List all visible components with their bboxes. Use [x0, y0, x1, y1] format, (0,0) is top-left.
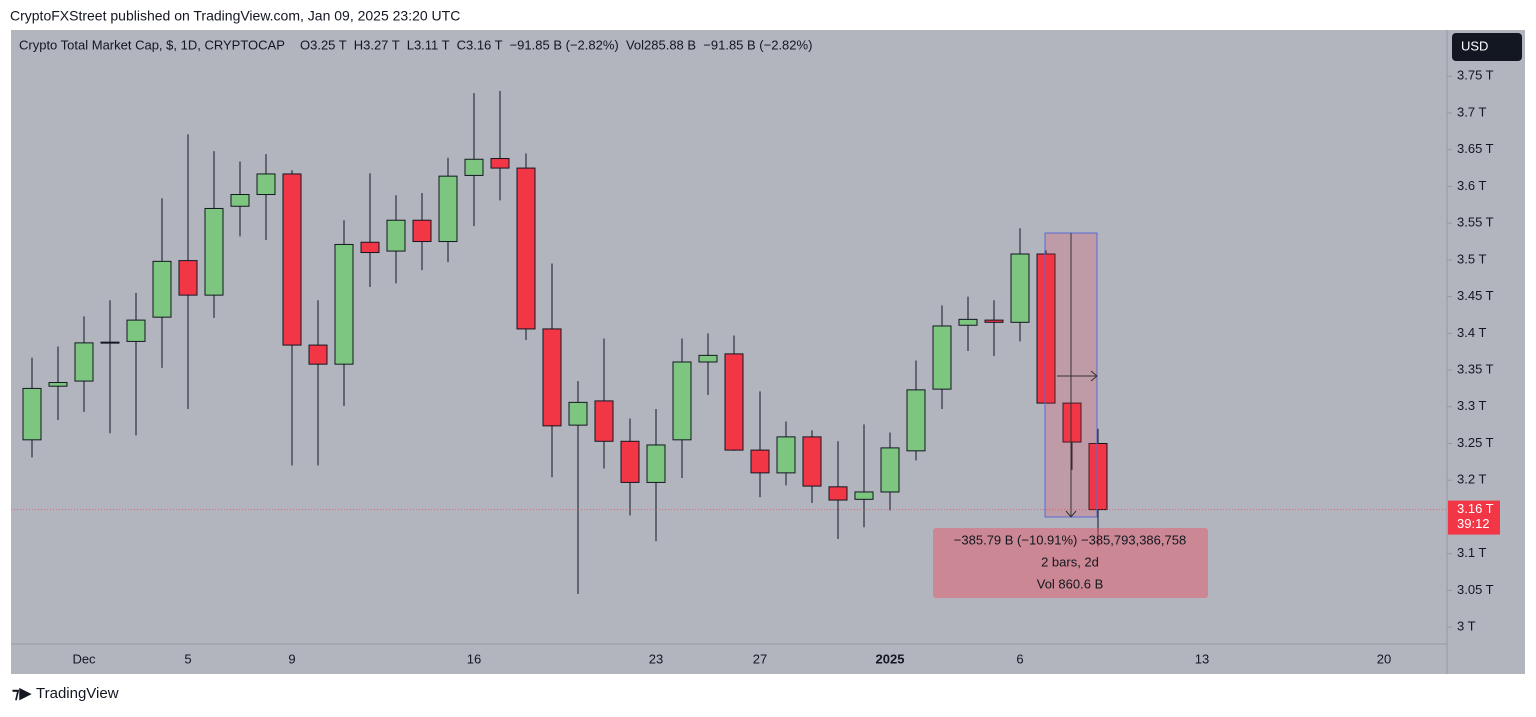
- y-tick-label: 3.1 T: [1457, 545, 1486, 560]
- candle-body: [750, 449, 770, 474]
- brand: TradingView: [36, 685, 119, 702]
- candle-body: [282, 173, 302, 346]
- last-price-label: 3.16 T: [1457, 501, 1494, 516]
- y-tick-label: 3.3 T: [1457, 398, 1486, 413]
- chart-background: [11, 30, 1525, 674]
- candle-body: [1036, 253, 1056, 404]
- x-tick-label: 27: [753, 651, 767, 666]
- y-tick-label: 3.25 T: [1457, 435, 1494, 450]
- currency-button[interactable]: [1452, 33, 1522, 61]
- y-tick-label: 3.5 T: [1457, 251, 1486, 266]
- logo-mark: ⁊▶: [12, 685, 32, 702]
- candle-body: [880, 447, 900, 493]
- measure-label-box: [933, 528, 1208, 598]
- candle-body: [178, 260, 198, 296]
- candle-body: [854, 491, 874, 500]
- measure-arrow-head: [1090, 370, 1098, 382]
- x-tick-label: Dec: [72, 651, 96, 666]
- measure-label: 2 bars, 2d: [1041, 554, 1099, 569]
- x-tick-label: 16: [467, 651, 481, 666]
- x-tick-label: 13: [1195, 651, 1209, 666]
- countdown-label: 39:12: [1457, 516, 1490, 531]
- candle-body: [100, 341, 120, 344]
- candle-body: [776, 436, 796, 474]
- currency-label[interactable]: USD: [1461, 38, 1488, 53]
- candle-body: [1062, 402, 1082, 443]
- candle-body: [204, 207, 224, 296]
- candle-body: [828, 486, 848, 501]
- last-price-tag: [1448, 500, 1500, 535]
- publisher: CryptoFXStreet published on TradingView.…: [10, 8, 460, 24]
- candle-body: [672, 361, 692, 441]
- y-tick-label: 3.65 T: [1457, 141, 1494, 156]
- candle-body: [932, 325, 952, 390]
- candle-body: [22, 387, 42, 441]
- candle-body: [334, 243, 354, 365]
- candle-body: [126, 319, 146, 342]
- candle-body: [958, 318, 978, 326]
- measure-arrow-head: [1065, 510, 1077, 518]
- x-tick-label: 2025: [876, 651, 905, 666]
- measure-tool: [1044, 232, 1098, 518]
- candle-body: [360, 241, 380, 254]
- candle-body: [802, 436, 822, 487]
- candle-body: [438, 175, 458, 243]
- candle-body: [646, 444, 666, 483]
- x-tick-label: 9: [288, 651, 295, 666]
- y-tick-label: 3.45 T: [1457, 288, 1494, 303]
- candle-body: [698, 354, 718, 363]
- candle-body: [594, 400, 614, 442]
- y-tick-label: 3.75 T: [1457, 68, 1494, 83]
- candle-body: [620, 440, 640, 483]
- y-tick-label: 3.35 T: [1457, 361, 1494, 376]
- y-tick-label: 3.4 T: [1457, 325, 1486, 340]
- x-tick-label: 20: [1377, 651, 1391, 666]
- candle-body: [230, 194, 250, 207]
- candle-body: [568, 401, 588, 426]
- candle-body: [984, 319, 1004, 323]
- y-tick-label: 3.2 T: [1457, 472, 1486, 487]
- measure-label: Vol 860.6 B: [1037, 576, 1104, 591]
- y-tick-label: 3.7 T: [1457, 104, 1486, 119]
- candle-body: [1010, 253, 1030, 323]
- chart-title: Crypto Total Market Cap, $, 1D, CRYPTOCA…: [19, 37, 285, 52]
- candle-body: [152, 260, 172, 318]
- candle-body: [464, 158, 484, 176]
- candle-body: [516, 167, 536, 330]
- legend-values: O3.25 T H3.27 T L3.11 T C3.16 T −91.85 B…: [300, 37, 812, 52]
- candle-body: [74, 342, 94, 382]
- x-tick-label: 6: [1016, 651, 1023, 666]
- x-tick-label: 5: [184, 651, 191, 666]
- candle-body: [906, 389, 926, 452]
- candle-body: [256, 173, 276, 196]
- candle-body: [724, 353, 744, 451]
- candle-body: [412, 219, 432, 243]
- y-tick-label: 3.55 T: [1457, 215, 1494, 230]
- measure-label: −385.79 B (−10.91%) −385,793,386,758: [954, 532, 1186, 547]
- candle-body: [542, 328, 562, 427]
- candle-body: [48, 382, 68, 387]
- y-tick-label: 3.6 T: [1457, 178, 1486, 193]
- x-tick-label: 23: [649, 651, 663, 666]
- candle-body: [308, 344, 328, 365]
- candle-body: [386, 219, 406, 252]
- y-tick-label: 3 T: [1457, 619, 1476, 634]
- candle-body: [490, 158, 510, 169]
- y-tick-label: 3.05 T: [1457, 582, 1494, 597]
